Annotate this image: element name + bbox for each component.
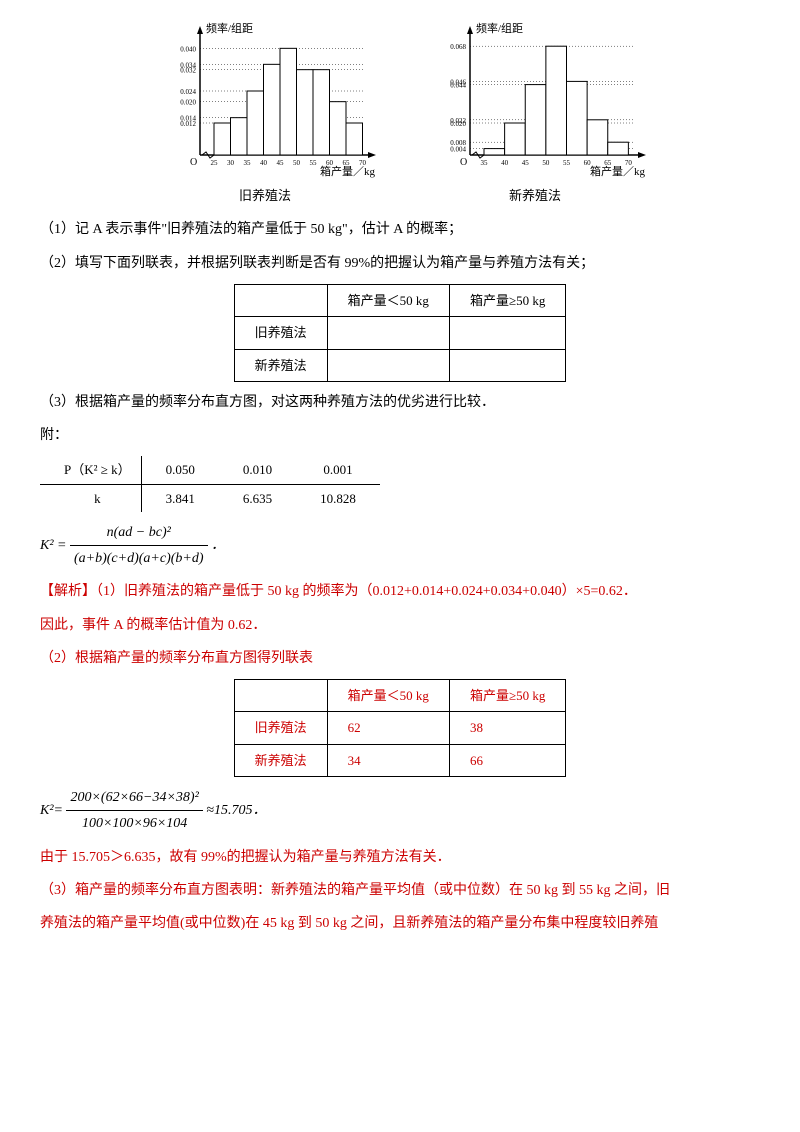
k2-tail: ． xyxy=(211,538,225,553)
question-2: （2）填写下面列联表，并根据列联表判断是否有 99%的把握认为箱产量与养殖方法有… xyxy=(40,251,760,276)
k2c-fraction: 200×(62×66−34×38)² 100×100×96×104 xyxy=(66,785,202,836)
blank-cell xyxy=(327,349,449,381)
col-header-2: 箱产量≥50 kg xyxy=(449,680,565,712)
k2c-den: 100×100×96×104 xyxy=(66,811,202,836)
histograms-row: 频率/组距箱产量／kgO0.0120.0140.0200.0240.0320.0… xyxy=(40,20,760,207)
new-method-chart: 频率/组距箱产量／kgO0.0040.0080.0200.0220.0440.0… xyxy=(420,20,650,207)
svg-text:0.034: 0.034 xyxy=(180,61,196,69)
new-ge50: 66 xyxy=(449,744,565,776)
blank-cell xyxy=(449,317,565,349)
svg-text:45: 45 xyxy=(277,159,285,167)
solution-1b: 因此，事件 A 的概率估计值为 0.62． xyxy=(40,613,760,638)
svg-text:50: 50 xyxy=(542,159,550,167)
svg-text:55: 55 xyxy=(563,159,571,167)
old-method-chart: 频率/组距箱产量／kgO0.0120.0140.0200.0240.0320.0… xyxy=(150,20,380,207)
new-lt50: 34 xyxy=(327,744,449,776)
solution-2-head: （2）根据箱产量的频率分布直方图得列联表 xyxy=(40,646,760,671)
svg-text:25: 25 xyxy=(211,159,219,167)
solution-3a: （3）箱产量的频率分布直方图表明：新养殖法的箱产量平均值（或中位数）在 50 k… xyxy=(40,878,760,903)
solution-3b: 养殖法的箱产量平均值(或中位数)在 45 kg 到 50 kg 之间，且新养殖法… xyxy=(40,911,760,936)
p-val-2: 0.001 xyxy=(296,456,380,484)
svg-text:50: 50 xyxy=(293,159,301,167)
old-ge50: 38 xyxy=(449,712,565,744)
p-val-0: 0.050 xyxy=(141,456,219,484)
contingency-blank-table: 箱产量＜50 kg 箱产量≥50 kg 旧养殖法 新养殖法 xyxy=(234,284,567,382)
svg-text:频率/组距: 频率/组距 xyxy=(476,21,523,35)
svg-text:0.068: 0.068 xyxy=(450,43,466,51)
svg-text:O: O xyxy=(460,157,467,168)
old-histogram-svg: 频率/组距箱产量／kgO0.0120.0140.0200.0240.0320.0… xyxy=(150,20,380,180)
blank-cell xyxy=(327,317,449,349)
solution-1a: 【解析】（1）旧养殖法的箱产量低于 50 kg 的频率为（0.012+0.014… xyxy=(40,579,760,604)
new-caption: 新养殖法 xyxy=(509,184,561,207)
svg-text:0.046: 0.046 xyxy=(450,78,466,86)
svg-text:55: 55 xyxy=(310,159,318,167)
k2-lhs: K² = xyxy=(40,538,66,553)
svg-text:0.014: 0.014 xyxy=(180,115,196,123)
old-lt50: 62 xyxy=(327,712,449,744)
blank-cell xyxy=(449,349,565,381)
svg-text:O: O xyxy=(190,157,197,168)
k2c-num: 200×(62×66−34×38)² xyxy=(66,785,202,811)
svg-text:0.008: 0.008 xyxy=(450,139,466,147)
svg-text:45: 45 xyxy=(522,159,530,167)
k2-num: n(ad − bc)² xyxy=(70,520,208,546)
new-histogram-svg: 频率/组距箱产量／kgO0.0040.0080.0200.0220.0440.0… xyxy=(420,20,650,180)
k2-den: (a+b)(c+d)(a+c)(b+d) xyxy=(70,546,208,571)
k2c-lhs: K²= xyxy=(40,803,63,818)
svg-text:60: 60 xyxy=(584,159,592,167)
solution-2-conclusion: 由于 15.705＞6.635，故有 99%的把握认为箱产量与养殖方法有关． xyxy=(40,845,760,870)
col-header-1: 箱产量＜50 kg xyxy=(327,680,449,712)
blank-cell xyxy=(234,284,327,316)
svg-text:0.020: 0.020 xyxy=(180,99,196,107)
p-val-1: 0.010 xyxy=(219,456,296,484)
svg-text:65: 65 xyxy=(343,159,351,167)
old-caption: 旧养殖法 xyxy=(239,184,291,207)
row-label-old: 旧养殖法 xyxy=(234,317,327,349)
svg-text:65: 65 xyxy=(604,159,612,167)
col-header-2: 箱产量≥50 kg xyxy=(449,284,565,316)
k-val-2: 10.828 xyxy=(296,484,380,512)
svg-text:频率/组距: 频率/组距 xyxy=(206,21,253,35)
blank-cell xyxy=(234,680,327,712)
row-label-new: 新养殖法 xyxy=(234,349,327,381)
svg-text:0.022: 0.022 xyxy=(450,117,466,125)
question-3: （3）根据箱产量的频率分布直方图，对这两种养殖方法的优劣进行比较． xyxy=(40,390,760,415)
appendix-label: 附： xyxy=(40,423,760,448)
svg-text:70: 70 xyxy=(625,159,633,167)
k2-calculation: K²= 200×(62×66−34×38)² 100×100×96×104 ≈1… xyxy=(40,785,760,836)
svg-text:30: 30 xyxy=(227,159,235,167)
contingency-filled-table: 箱产量＜50 kg 箱产量≥50 kg 旧养殖法 62 38 新养殖法 34 6… xyxy=(234,679,567,777)
row-label-new: 新养殖法 xyxy=(234,744,327,776)
p-label: P（K² ≥ k） xyxy=(40,456,141,484)
k2-fraction: n(ad − bc)² (a+b)(c+d)(a+c)(b+d) xyxy=(70,520,208,571)
k-val-0: 3.841 xyxy=(141,484,219,512)
critical-values-table: P（K² ≥ k） 0.050 0.010 0.001 k 3.841 6.63… xyxy=(40,456,380,512)
svg-text:40: 40 xyxy=(501,159,509,167)
question-1: （1）记 A 表示事件"旧养殖法的箱产量低于 50 kg"，估计 A 的概率； xyxy=(40,217,760,242)
row-label-old: 旧养殖法 xyxy=(234,712,327,744)
k2c-tail: ≈15.705． xyxy=(206,803,266,818)
svg-text:0.024: 0.024 xyxy=(180,88,196,96)
svg-text:0.040: 0.040 xyxy=(180,45,196,53)
svg-text:35: 35 xyxy=(481,159,489,167)
svg-text:箱产量／kg: 箱产量／kg xyxy=(590,164,645,178)
svg-text:40: 40 xyxy=(260,159,268,167)
k-label: k xyxy=(40,484,141,512)
svg-text:70: 70 xyxy=(359,159,367,167)
col-header-1: 箱产量＜50 kg xyxy=(327,284,449,316)
svg-text:35: 35 xyxy=(244,159,252,167)
svg-text:60: 60 xyxy=(326,159,334,167)
k2-formula: K² = n(ad − bc)² (a+b)(c+d)(a+c)(b+d) ． xyxy=(40,520,760,571)
k-val-1: 6.635 xyxy=(219,484,296,512)
